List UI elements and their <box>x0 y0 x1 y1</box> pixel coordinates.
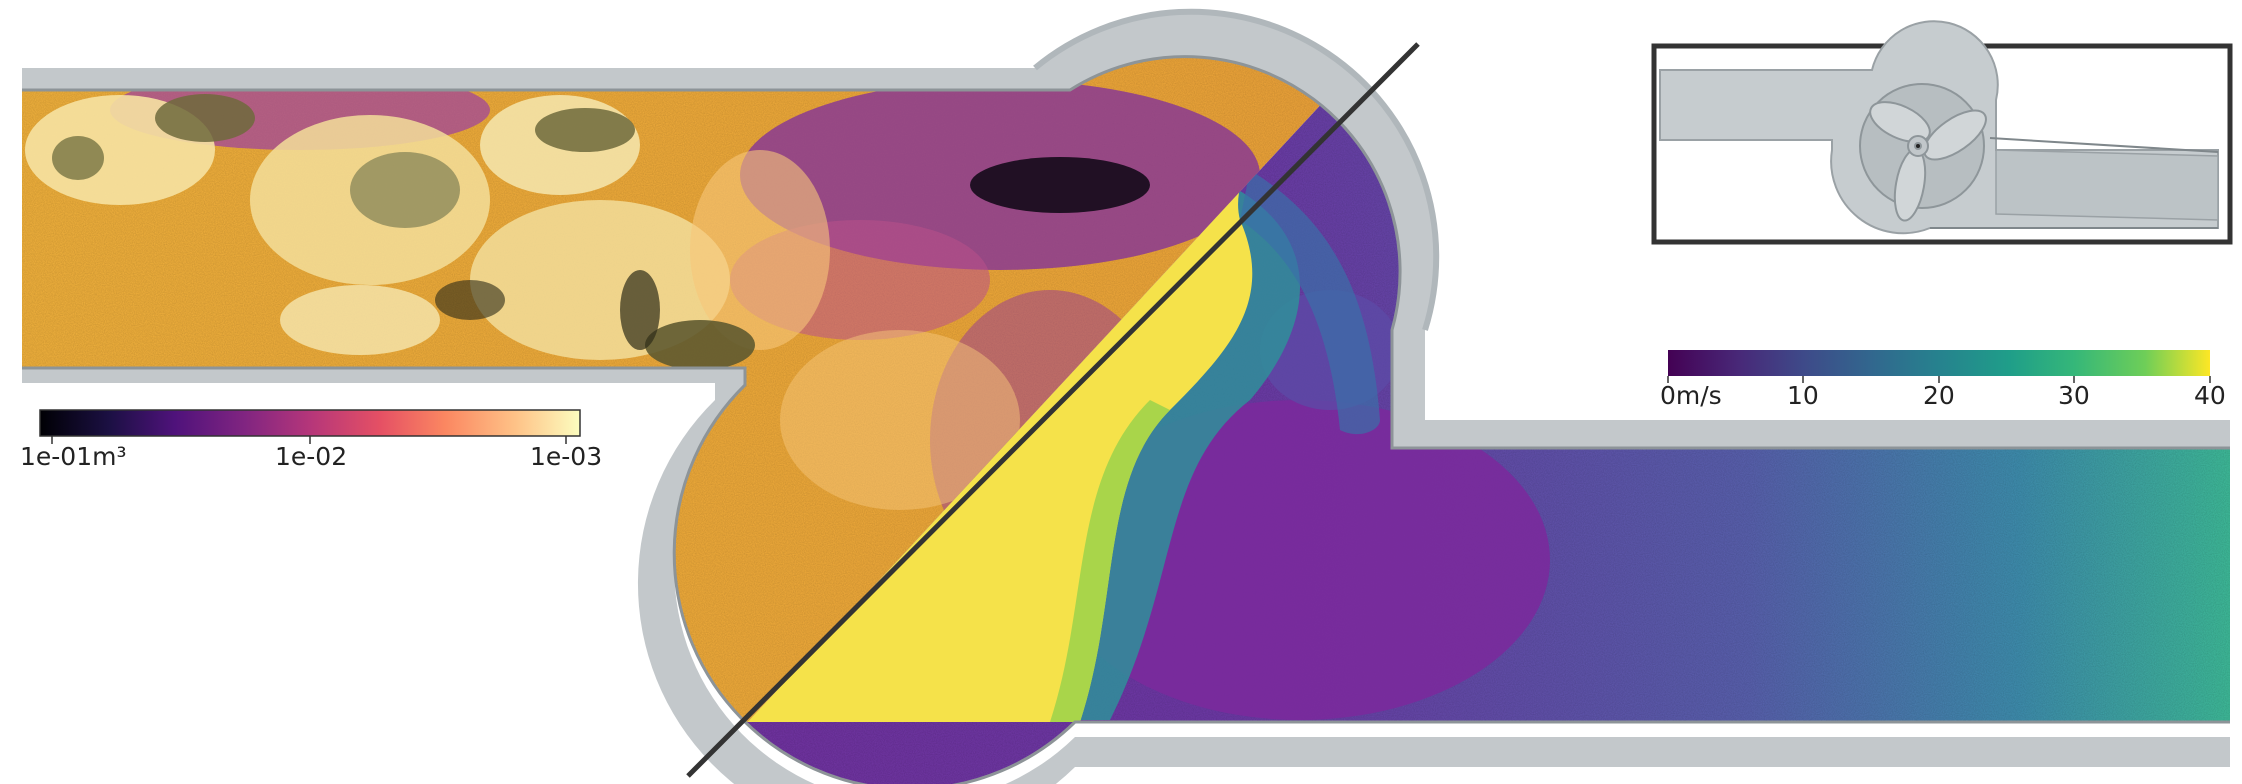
volume-colorbar-ticks <box>51 436 567 444</box>
volume-tick-label-1: 1e-02 <box>275 442 348 471</box>
velocity-tick-label-3: 30 <box>2058 381 2090 410</box>
channel-wall <box>22 8 2230 784</box>
channel-inner-edge <box>22 55 2230 784</box>
velocity-colorbar <box>1667 350 2211 383</box>
velocity-tick-label-1: 10 <box>1787 381 1819 410</box>
volume-tick-label-0: 1e-01m³ <box>20 444 127 469</box>
volume-colorbar <box>39 409 581 444</box>
propeller-icon <box>1869 101 1987 222</box>
velocity-tick-label-2: 20 <box>1923 381 1955 410</box>
velocity-tick-label-4: 40 <box>2194 381 2226 410</box>
geometry-inset <box>1651 20 2233 245</box>
volume-tick-value: 1e-01 <box>20 442 93 471</box>
velocity-colorbar-ticks <box>1667 376 2211 383</box>
divider-line <box>686 42 1420 778</box>
velocity-tick-value: 0 <box>1660 381 1676 410</box>
velocity-tick-label-0: 0m/s <box>1660 383 1722 408</box>
volume-unit: m³ <box>92 442 127 471</box>
velocity-unit: m/s <box>1675 381 1722 410</box>
volume-tick-label-2: 1e-03 <box>530 442 603 471</box>
